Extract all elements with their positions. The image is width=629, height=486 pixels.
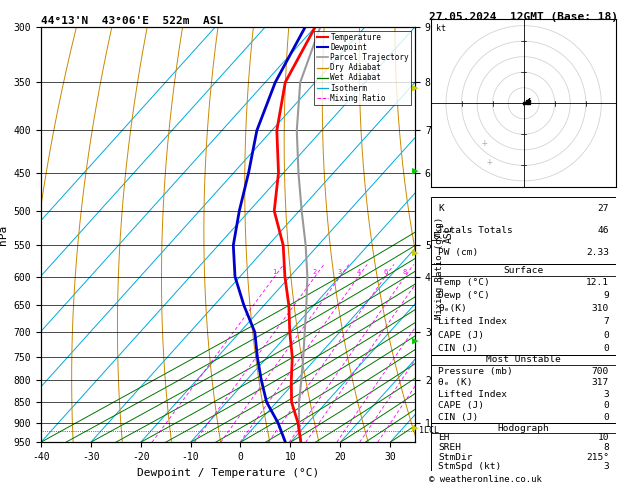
Text: 0: 0 <box>603 344 609 353</box>
Text: Lifted Index: Lifted Index <box>438 317 507 327</box>
Text: Surface: Surface <box>504 266 543 275</box>
Text: Mixing Ratio (g/kg): Mixing Ratio (g/kg) <box>435 217 444 319</box>
Legend: Temperature, Dewpoint, Parcel Trajectory, Dry Adiabat, Wet Adiabat, Isotherm, Mi: Temperature, Dewpoint, Parcel Trajectory… <box>314 31 411 105</box>
Text: 317: 317 <box>592 378 609 387</box>
X-axis label: Dewpoint / Temperature (°C): Dewpoint / Temperature (°C) <box>137 468 319 478</box>
Text: 27: 27 <box>598 204 609 212</box>
Text: K: K <box>438 204 444 212</box>
Text: Pressure (mb): Pressure (mb) <box>438 366 513 376</box>
Text: CAPE (J): CAPE (J) <box>438 330 484 340</box>
Text: 3: 3 <box>603 462 609 471</box>
Text: 1LCL: 1LCL <box>419 426 439 435</box>
Text: 44°13'N  43°06'E  522m  ASL: 44°13'N 43°06'E 522m ASL <box>41 16 223 26</box>
Y-axis label: hPa: hPa <box>0 225 8 244</box>
Text: Most Unstable: Most Unstable <box>486 355 561 364</box>
Text: CIN (J): CIN (J) <box>438 413 479 422</box>
Text: Dewp (°C): Dewp (°C) <box>438 291 490 300</box>
Text: +: + <box>487 157 493 168</box>
Text: StmSpd (kt): StmSpd (kt) <box>438 462 501 471</box>
Text: 2: 2 <box>313 269 317 275</box>
Text: Totals Totals: Totals Totals <box>438 226 513 235</box>
Text: 10: 10 <box>598 434 609 442</box>
Text: 46: 46 <box>598 226 609 235</box>
Text: StmDir: StmDir <box>438 452 473 462</box>
Text: SREH: SREH <box>438 443 461 452</box>
Text: ▶: ▶ <box>412 335 419 345</box>
Text: θₑ(K): θₑ(K) <box>438 304 467 313</box>
Bar <box>431 264 616 355</box>
Text: 1: 1 <box>272 269 277 275</box>
Bar <box>431 197 616 264</box>
Text: 6: 6 <box>383 269 387 275</box>
Text: PW (cm): PW (cm) <box>438 248 479 258</box>
Bar <box>431 423 616 471</box>
Text: 12.1: 12.1 <box>586 278 609 287</box>
Text: 8: 8 <box>403 269 407 275</box>
Text: 2.33: 2.33 <box>586 248 609 258</box>
Text: 0: 0 <box>603 330 609 340</box>
Bar <box>431 355 616 423</box>
Text: Lifted Index: Lifted Index <box>438 390 507 399</box>
Text: 3: 3 <box>603 390 609 399</box>
Text: 700: 700 <box>592 366 609 376</box>
Text: ▶: ▶ <box>412 83 419 92</box>
Text: Temp (°C): Temp (°C) <box>438 278 490 287</box>
Text: 7: 7 <box>603 317 609 327</box>
Text: ▶: ▶ <box>412 165 419 175</box>
Text: CIN (J): CIN (J) <box>438 344 479 353</box>
Text: 27.05.2024  12GMT (Base: 18): 27.05.2024 12GMT (Base: 18) <box>429 12 618 22</box>
Text: 0: 0 <box>603 401 609 411</box>
Text: 8: 8 <box>603 443 609 452</box>
Text: +: + <box>481 138 487 148</box>
Text: © weatheronline.co.uk: © weatheronline.co.uk <box>429 474 542 484</box>
Text: ▶: ▶ <box>412 423 419 433</box>
Text: 215°: 215° <box>586 452 609 462</box>
Text: CAPE (J): CAPE (J) <box>438 401 484 411</box>
Text: θₑ (K): θₑ (K) <box>438 378 473 387</box>
Text: 310: 310 <box>592 304 609 313</box>
Text: kt: kt <box>437 24 447 34</box>
Text: Hodograph: Hodograph <box>498 424 550 433</box>
Y-axis label: km
ASL: km ASL <box>432 226 454 243</box>
Text: 9: 9 <box>603 291 609 300</box>
Text: EH: EH <box>438 434 450 442</box>
Text: 4: 4 <box>356 269 360 275</box>
Text: ▶: ▶ <box>412 248 419 258</box>
Text: 0: 0 <box>603 413 609 422</box>
Text: 3: 3 <box>338 269 342 275</box>
